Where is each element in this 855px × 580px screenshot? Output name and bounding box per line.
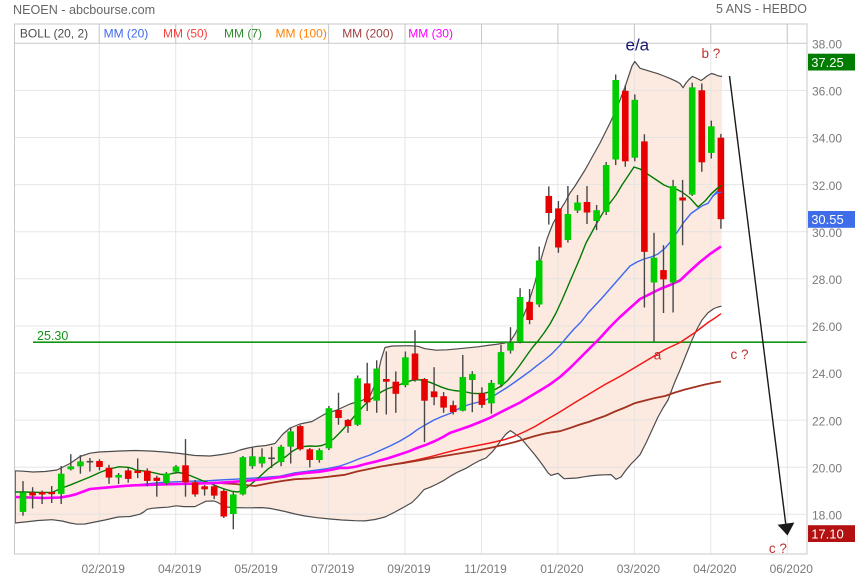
svg-text:MM (200): MM (200) (342, 27, 393, 41)
svg-text:37.25: 37.25 (811, 55, 844, 70)
svg-text:c ?: c ? (769, 541, 787, 556)
svg-text:5 ANS - HEBDO: 5 ANS - HEBDO (716, 2, 807, 16)
svg-text:09/2019: 09/2019 (387, 562, 431, 576)
svg-text:11/2019: 11/2019 (464, 562, 507, 576)
svg-text:18.00: 18.00 (812, 509, 842, 523)
svg-text:24.00: 24.00 (812, 367, 842, 381)
svg-text:30.00: 30.00 (812, 226, 842, 240)
svg-text:22.00: 22.00 (812, 414, 842, 428)
svg-text:20.00: 20.00 (812, 461, 842, 475)
svg-text:26.00: 26.00 (812, 320, 842, 334)
svg-text:05/2019: 05/2019 (234, 562, 278, 576)
svg-text:30.55: 30.55 (811, 212, 844, 227)
svg-text:28.00: 28.00 (812, 273, 842, 287)
svg-text:MM (50): MM (50) (163, 27, 208, 41)
svg-text:BOLL (20, 2): BOLL (20, 2) (20, 27, 88, 41)
svg-text:34.00: 34.00 (812, 132, 842, 146)
svg-text:07/2019: 07/2019 (311, 562, 355, 576)
svg-text:36.00: 36.00 (812, 85, 842, 99)
svg-text:NEOEN - abcbourse.com: NEOEN - abcbourse.com (13, 3, 155, 17)
svg-text:17.10: 17.10 (811, 526, 844, 541)
svg-text:b ?: b ? (702, 46, 721, 61)
svg-text:01/2020: 01/2020 (540, 562, 584, 576)
svg-text:06/2020: 06/2020 (770, 562, 814, 576)
svg-text:25.30: 25.30 (37, 329, 68, 343)
svg-text:MM (7): MM (7) (224, 27, 262, 41)
svg-text:04/2019: 04/2019 (158, 562, 202, 576)
svg-text:MM (30): MM (30) (408, 27, 453, 41)
svg-text:MM (100): MM (100) (276, 27, 327, 41)
svg-text:02/2019: 02/2019 (82, 562, 126, 576)
svg-text:38.00: 38.00 (812, 38, 842, 52)
svg-text:32.00: 32.00 (812, 179, 842, 193)
svg-text:04/2020: 04/2020 (693, 562, 737, 576)
svg-text:a: a (654, 348, 662, 363)
svg-text:e/a: e/a (626, 36, 650, 55)
svg-text:c ?: c ? (731, 347, 749, 362)
svg-text:03/2020: 03/2020 (617, 562, 661, 576)
svg-text:MM (20): MM (20) (104, 27, 149, 41)
